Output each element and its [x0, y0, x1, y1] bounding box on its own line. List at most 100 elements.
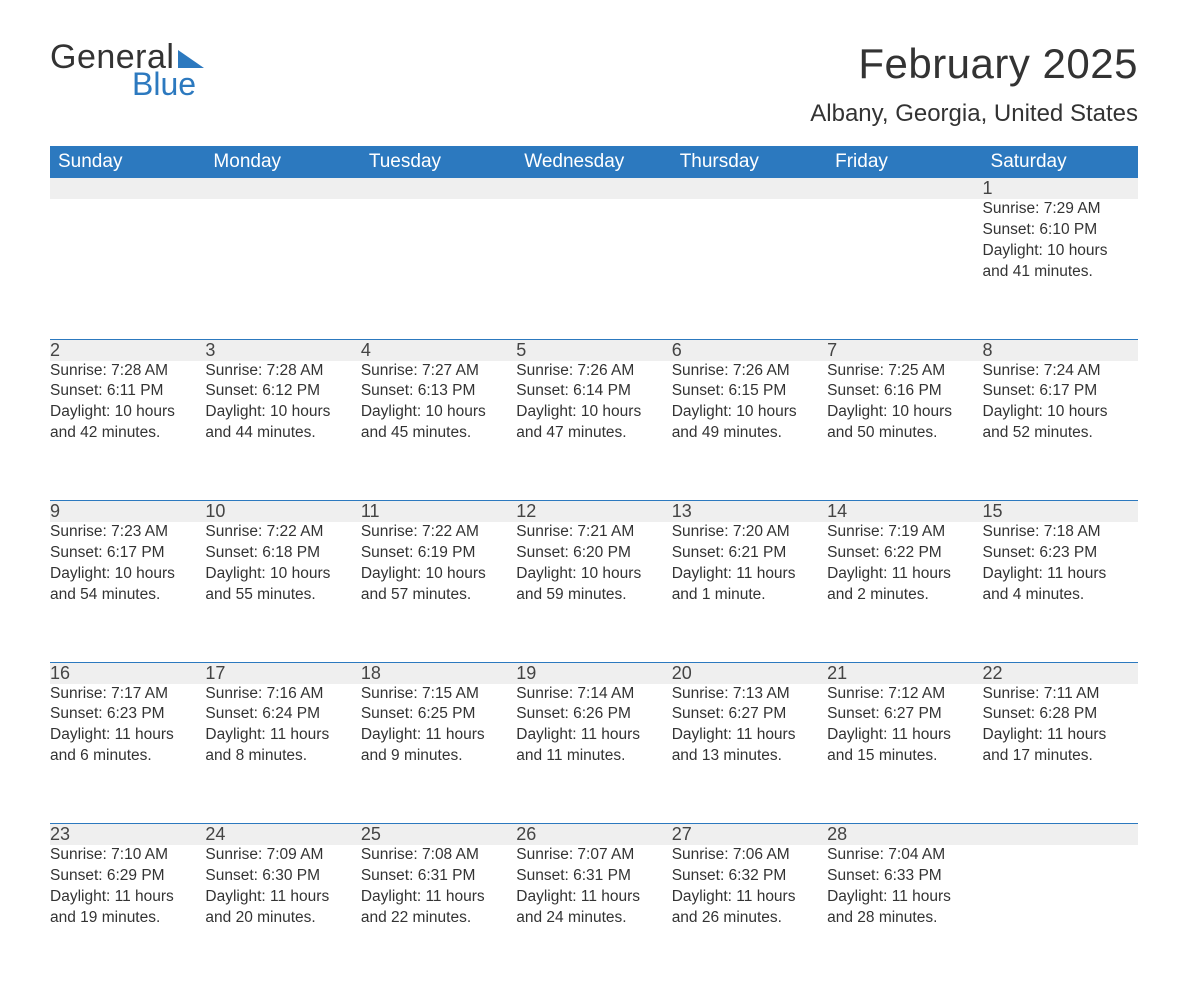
- day-number: 4: [361, 340, 516, 361]
- day-cell: Sunrise: 7:15 AMSunset: 6:25 PMDaylight:…: [361, 684, 516, 824]
- daylight-text-line2: and 20 minutes.: [205, 908, 360, 929]
- day-number: 24: [205, 824, 360, 845]
- sunrise-text: Sunrise: 7:11 AM: [983, 684, 1138, 705]
- empty-day-cell: [672, 199, 827, 339]
- sunset-text: Sunset: 6:23 PM: [983, 543, 1138, 564]
- day-number: 6: [672, 340, 827, 361]
- daylight-text-line1: Daylight: 10 hours: [672, 402, 827, 423]
- sunset-text: Sunset: 6:15 PM: [672, 381, 827, 402]
- daylight-text-line2: and 2 minutes.: [827, 585, 982, 606]
- sunset-text: Sunset: 6:14 PM: [516, 381, 671, 402]
- sunrise-text: Sunrise: 7:25 AM: [827, 361, 982, 382]
- daylight-text-line1: Daylight: 10 hours: [983, 402, 1138, 423]
- daylight-text-line2: and 54 minutes.: [50, 585, 205, 606]
- sunset-text: Sunset: 6:24 PM: [205, 704, 360, 725]
- daylight-text-line1: Daylight: 11 hours: [516, 725, 671, 746]
- daylight-text-line2: and 22 minutes.: [361, 908, 516, 929]
- week-daynum-row: 16171819202122: [50, 663, 1138, 684]
- page-header: General Blue February 2025 Albany, Georg…: [50, 40, 1138, 128]
- sunset-text: Sunset: 6:26 PM: [516, 704, 671, 725]
- day-number: 26: [516, 824, 671, 845]
- sunset-text: Sunset: 6:17 PM: [50, 543, 205, 564]
- day-number: 1: [983, 178, 1138, 199]
- daylight-text-line1: Daylight: 11 hours: [516, 887, 671, 908]
- week-daynum-row: 232425262728: [50, 824, 1138, 845]
- week-content-row: Sunrise: 7:17 AMSunset: 6:23 PMDaylight:…: [50, 684, 1138, 824]
- sunset-text: Sunset: 6:28 PM: [983, 704, 1138, 725]
- sunset-text: Sunset: 6:12 PM: [205, 381, 360, 402]
- empty-day-cell: [361, 199, 516, 339]
- empty-day-number: [983, 824, 1138, 845]
- daylight-text-line1: Daylight: 11 hours: [827, 725, 982, 746]
- day-cell: Sunrise: 7:29 AMSunset: 6:10 PMDaylight:…: [983, 199, 1138, 339]
- sunrise-text: Sunrise: 7:23 AM: [50, 522, 205, 543]
- daylight-text-line1: Daylight: 10 hours: [50, 402, 205, 423]
- month-title: February 2025: [810, 40, 1138, 88]
- daylight-text-line1: Daylight: 10 hours: [516, 564, 671, 585]
- sunrise-text: Sunrise: 7:22 AM: [205, 522, 360, 543]
- day-cell: Sunrise: 7:23 AMSunset: 6:17 PMDaylight:…: [50, 522, 205, 662]
- day-number: 12: [516, 501, 671, 522]
- sunset-text: Sunset: 6:32 PM: [672, 866, 827, 887]
- week-content-row: Sunrise: 7:23 AMSunset: 6:17 PMDaylight:…: [50, 522, 1138, 662]
- empty-day-cell: [516, 199, 671, 339]
- sunrise-text: Sunrise: 7:21 AM: [516, 522, 671, 543]
- daylight-text-line1: Daylight: 11 hours: [672, 725, 827, 746]
- daylight-text-line1: Daylight: 11 hours: [50, 725, 205, 746]
- daylight-text-line1: Daylight: 11 hours: [672, 564, 827, 585]
- day-number: 15: [983, 501, 1138, 522]
- daylight-text-line2: and 44 minutes.: [205, 423, 360, 444]
- daylight-text-line2: and 57 minutes.: [361, 585, 516, 606]
- week-content-row: Sunrise: 7:29 AMSunset: 6:10 PMDaylight:…: [50, 199, 1138, 339]
- day-cell: Sunrise: 7:06 AMSunset: 6:32 PMDaylight:…: [672, 845, 827, 985]
- sunset-text: Sunset: 6:30 PM: [205, 866, 360, 887]
- week-daynum-row: 2345678: [50, 340, 1138, 361]
- daylight-text-line1: Daylight: 11 hours: [205, 887, 360, 908]
- daylight-text-line2: and 1 minute.: [672, 585, 827, 606]
- day-number: 8: [983, 340, 1138, 361]
- sunset-text: Sunset: 6:31 PM: [516, 866, 671, 887]
- day-number: 3: [205, 340, 360, 361]
- day-number: 18: [361, 663, 516, 684]
- daylight-text-line2: and 26 minutes.: [672, 908, 827, 929]
- day-cell: Sunrise: 7:10 AMSunset: 6:29 PMDaylight:…: [50, 845, 205, 985]
- day-cell: Sunrise: 7:21 AMSunset: 6:20 PMDaylight:…: [516, 522, 671, 662]
- daylight-text-line1: Daylight: 10 hours: [205, 402, 360, 423]
- daylight-text-line2: and 24 minutes.: [516, 908, 671, 929]
- sunset-text: Sunset: 6:31 PM: [361, 866, 516, 887]
- day-cell: Sunrise: 7:27 AMSunset: 6:13 PMDaylight:…: [361, 361, 516, 501]
- day-cell: Sunrise: 7:28 AMSunset: 6:11 PMDaylight:…: [50, 361, 205, 501]
- sunrise-text: Sunrise: 7:08 AM: [361, 845, 516, 866]
- sunrise-text: Sunrise: 7:29 AM: [983, 199, 1138, 220]
- day-number: 9: [50, 501, 205, 522]
- sunset-text: Sunset: 6:27 PM: [827, 704, 982, 725]
- sunset-text: Sunset: 6:21 PM: [672, 543, 827, 564]
- sunset-text: Sunset: 6:16 PM: [827, 381, 982, 402]
- daylight-text-line2: and 15 minutes.: [827, 746, 982, 767]
- daylight-text-line1: Daylight: 11 hours: [827, 887, 982, 908]
- empty-day-number: [516, 178, 671, 199]
- sunrise-text: Sunrise: 7:28 AM: [205, 361, 360, 382]
- sunset-text: Sunset: 6:33 PM: [827, 866, 982, 887]
- daylight-text-line2: and 45 minutes.: [361, 423, 516, 444]
- day-cell: Sunrise: 7:12 AMSunset: 6:27 PMDaylight:…: [827, 684, 982, 824]
- sunset-text: Sunset: 6:22 PM: [827, 543, 982, 564]
- sunrise-text: Sunrise: 7:28 AM: [50, 361, 205, 382]
- day-number: 17: [205, 663, 360, 684]
- sunrise-text: Sunrise: 7:20 AM: [672, 522, 827, 543]
- day-cell: Sunrise: 7:09 AMSunset: 6:30 PMDaylight:…: [205, 845, 360, 985]
- day-cell: Sunrise: 7:16 AMSunset: 6:24 PMDaylight:…: [205, 684, 360, 824]
- daylight-text-line2: and 47 minutes.: [516, 423, 671, 444]
- daylight-text-line1: Daylight: 10 hours: [205, 564, 360, 585]
- day-cell: Sunrise: 7:28 AMSunset: 6:12 PMDaylight:…: [205, 361, 360, 501]
- day-number: 10: [205, 501, 360, 522]
- sunrise-text: Sunrise: 7:13 AM: [672, 684, 827, 705]
- week-daynum-row: 9101112131415: [50, 501, 1138, 522]
- day-cell: Sunrise: 7:24 AMSunset: 6:17 PMDaylight:…: [983, 361, 1138, 501]
- daylight-text-line2: and 52 minutes.: [983, 423, 1138, 444]
- day-cell: Sunrise: 7:20 AMSunset: 6:21 PMDaylight:…: [672, 522, 827, 662]
- sunrise-text: Sunrise: 7:24 AM: [983, 361, 1138, 382]
- day-cell: Sunrise: 7:19 AMSunset: 6:22 PMDaylight:…: [827, 522, 982, 662]
- sunrise-text: Sunrise: 7:15 AM: [361, 684, 516, 705]
- day-cell: Sunrise: 7:25 AMSunset: 6:16 PMDaylight:…: [827, 361, 982, 501]
